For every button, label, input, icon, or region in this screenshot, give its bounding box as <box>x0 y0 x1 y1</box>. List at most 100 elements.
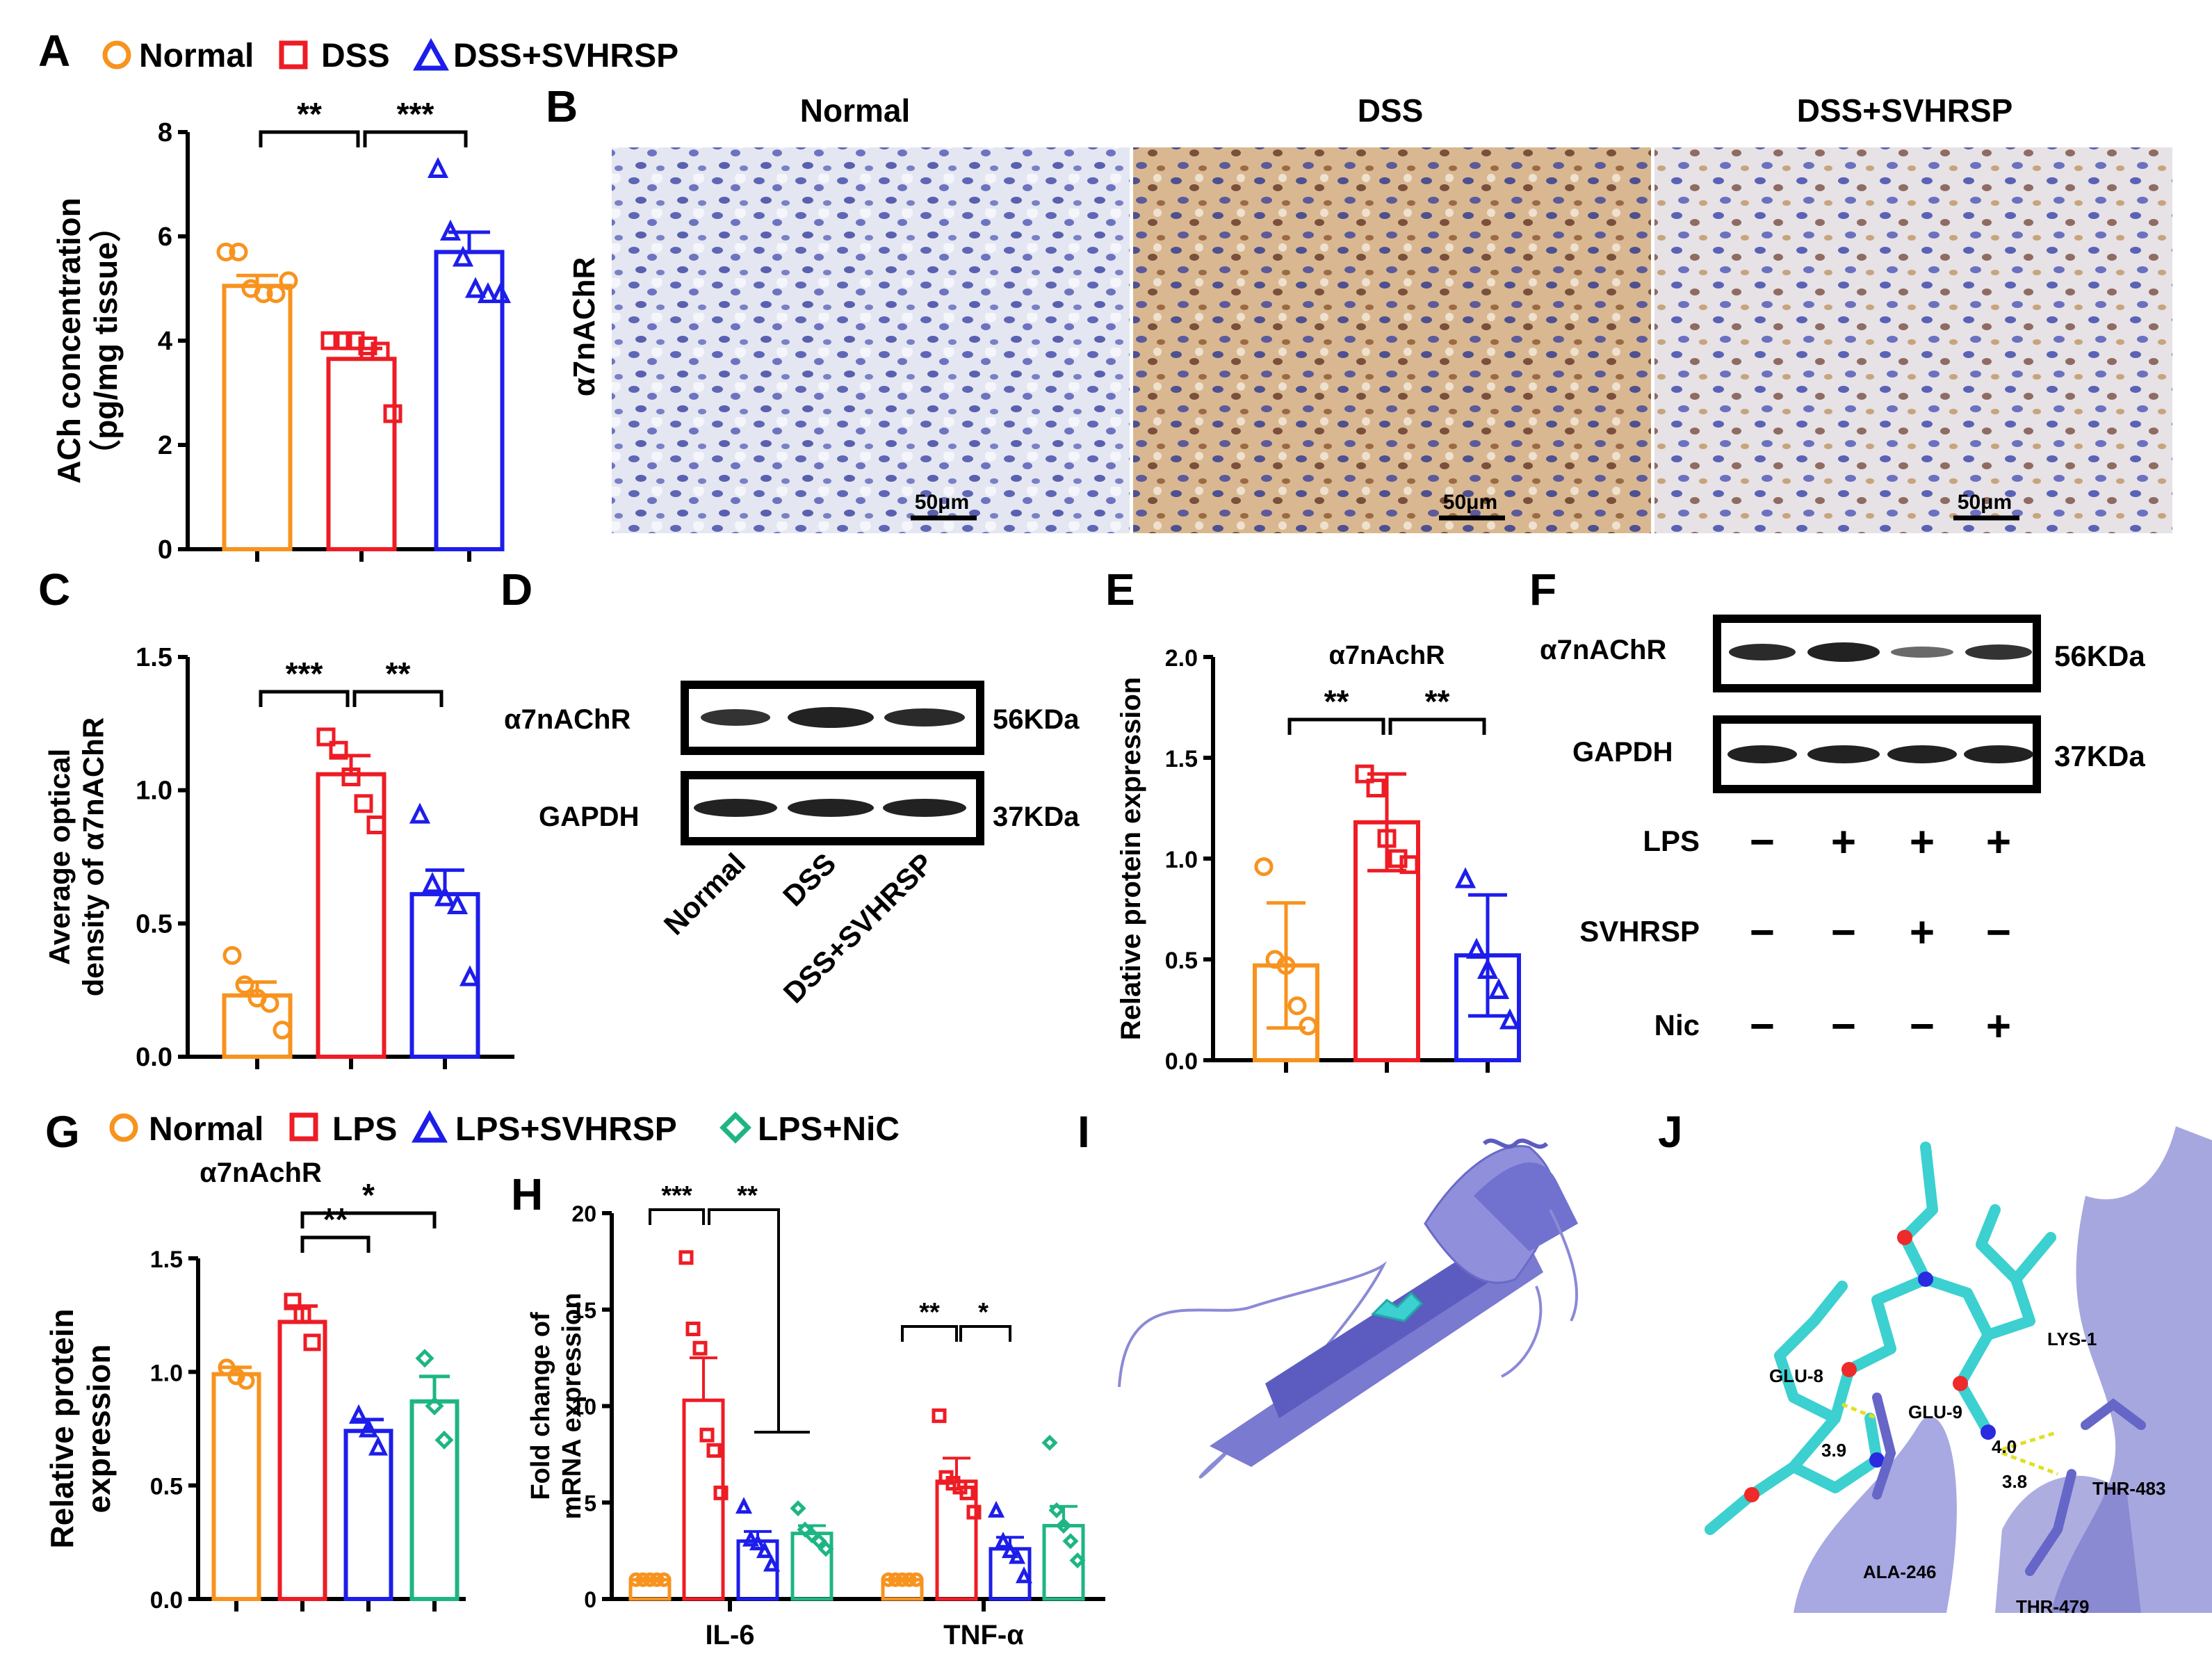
y-axis-label: Relative protein <box>44 1308 80 1548</box>
data-point <box>216 243 236 261</box>
condition-label: LPS <box>1643 825 1700 857</box>
data-point <box>229 243 248 261</box>
significance-bracket <box>1388 717 1486 735</box>
significance-bracket <box>259 130 360 147</box>
data-point <box>1488 977 1510 999</box>
y-tick-label: 0.5 <box>150 1474 183 1500</box>
data-point <box>1355 764 1374 784</box>
ihc-row-label: α7nAChR <box>567 257 601 397</box>
condition-sign: + <box>1986 818 2011 866</box>
panel-label-H: H <box>511 1169 543 1219</box>
condition-label: Nic <box>1654 1009 1700 1041</box>
y-tick-label: 0.0 <box>136 1043 172 1072</box>
ihc-col-normal: Normal <box>800 92 910 129</box>
data-point <box>1499 1008 1521 1030</box>
ihc-image-svhrsp <box>1654 147 2172 533</box>
x-group-label: TNF-α <box>943 1620 1024 1650</box>
panel-label-A: A <box>38 26 70 76</box>
data-point <box>273 1021 292 1040</box>
blot-d-row-a7: α7nAChR <box>504 704 631 735</box>
significance-label: ** <box>386 656 411 692</box>
panel-label-D: D <box>501 565 532 615</box>
significance-label: ** <box>737 1181 758 1210</box>
legend-g: Normal LPS LPS+SVHRSP LPS+NiC <box>109 1110 900 1148</box>
data-point <box>966 1504 982 1520</box>
chart-e: 0.0 0.5 1.0 1.5 2.0 Relative protein expressi… <box>1116 641 1521 1075</box>
data-point <box>345 331 365 350</box>
blot-band <box>788 707 874 728</box>
y-tick-label: 1.0 <box>1165 847 1198 873</box>
data-point <box>790 1500 806 1517</box>
scale-bar-label-normal: 50μm <box>915 491 969 514</box>
data-point <box>959 1485 975 1500</box>
data-point <box>1465 937 1488 959</box>
data-point <box>628 1572 644 1587</box>
data-point <box>348 1404 369 1424</box>
condition-sign: − <box>1986 909 2011 957</box>
legend-normal-label: Normal <box>139 38 254 74</box>
blot-band <box>701 709 770 726</box>
legend-svhrsp-marker <box>412 1110 448 1143</box>
y-tick-label: 1.0 <box>136 777 172 806</box>
condition-sign: + <box>1910 909 1935 957</box>
legend-normal-marker <box>102 40 131 70</box>
panel-f: α7nAChR GAPDH 56KDa 37KDa LPS − + + + SVHRSP −… <box>1540 615 2145 1050</box>
data-point <box>678 1250 694 1265</box>
data-point <box>279 271 298 291</box>
data-point <box>642 1572 658 1587</box>
blot-d-lane-dss: DSS <box>776 847 842 912</box>
data-point <box>459 965 481 987</box>
panel-d: α7nAChR GAPDH 56KDa 37KDa Normal DSS DSS… <box>504 681 1080 1009</box>
significance-bracket <box>959 1325 1011 1342</box>
bar <box>277 1320 327 1601</box>
data-point <box>409 802 431 824</box>
condition-sign: + <box>1986 1003 2011 1050</box>
bar <box>409 1399 460 1602</box>
blot-band <box>1729 644 1796 660</box>
y-axis-label: Average optical <box>43 749 76 965</box>
data-point <box>1377 829 1397 848</box>
data-point <box>756 1541 774 1559</box>
y-axis-label-2: expression <box>81 1345 117 1513</box>
data-point <box>415 1349 434 1368</box>
docking-helix <box>2051 1126 2212 1613</box>
chart-title: α7nAchR <box>1329 641 1445 670</box>
data-point <box>932 1408 947 1423</box>
residue-glu8: GLU-8 <box>1769 1365 1823 1386</box>
chart-h: 0 5 10 15 20 Fold change of mRNA expression IL-… <box>526 1181 1105 1650</box>
chart-title: α7nAchR <box>200 1158 322 1188</box>
protein-beta-domain <box>1474 1162 1578 1251</box>
distance-2: 4.0 <box>1992 1436 2017 1457</box>
data-point <box>383 404 402 423</box>
data-point <box>320 331 340 350</box>
data-point <box>763 1555 781 1572</box>
y-tick-label: 8 <box>158 118 172 147</box>
y-tick-label: 0.0 <box>1165 1048 1198 1075</box>
condition-sign: − <box>1831 909 1856 957</box>
data-point <box>260 993 279 1013</box>
data-point <box>446 893 469 914</box>
ihc-col-svhrsp: DSS+SVHRSP <box>1797 92 2013 129</box>
y-axis-label-2: （pg/mg tissue） <box>88 210 124 471</box>
y-axis-label: Relative protein expression <box>1116 677 1146 1040</box>
blot-d-row-gapdh: GAPDH <box>539 802 639 832</box>
residue-lys1: LYS-1 <box>2047 1329 2097 1349</box>
legend-svhrsp-marker <box>413 38 449 71</box>
data-point <box>1055 1518 1072 1534</box>
bar <box>343 1429 393 1601</box>
data-point <box>237 1372 255 1390</box>
scale-bar-label-dss: 50μm <box>1443 491 1497 514</box>
data-point <box>656 1572 672 1587</box>
data-point <box>358 336 377 355</box>
bar <box>222 284 293 551</box>
data-point <box>881 1572 896 1587</box>
panel-label-F: F <box>1529 565 1556 615</box>
bar <box>1042 1524 1085 1601</box>
significance-label: *** <box>397 96 434 132</box>
blot-f-row-gapdh: GAPDH <box>1572 737 1673 768</box>
significance-bracket <box>300 1211 437 1228</box>
legend-nic-marker <box>719 1112 751 1144</box>
residue-glu9: GLU-9 <box>1908 1402 1962 1422</box>
legend-lps-label: LPS <box>332 1111 397 1148</box>
